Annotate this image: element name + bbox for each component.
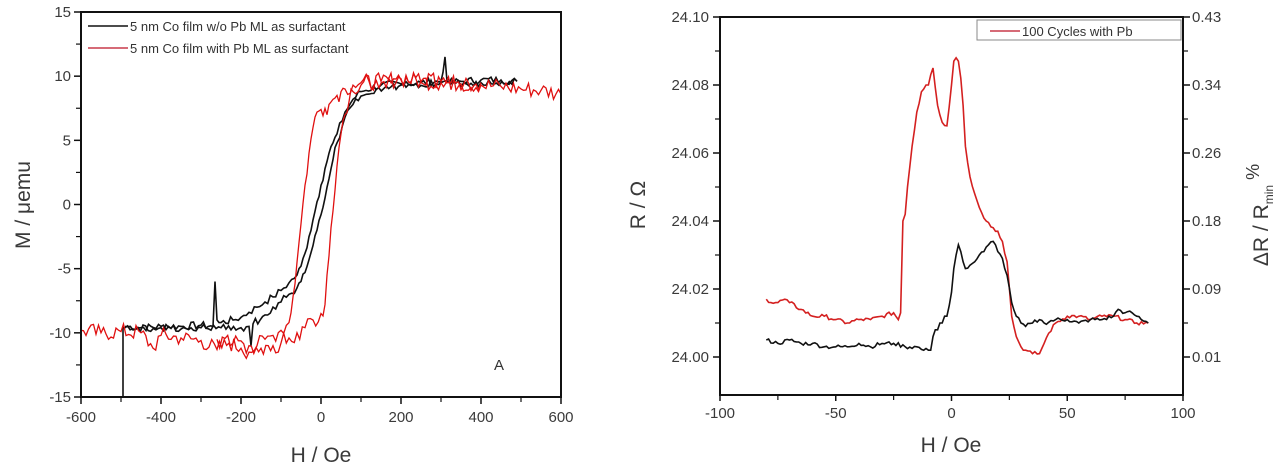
ratio-label: ΔR / R (1250, 204, 1273, 266)
right-x-axis-title: H / Oe (921, 434, 982, 457)
secondary-y-tick-label: 0.34 (1192, 77, 1221, 94)
secondary-y-tick-label: 0.01 (1192, 349, 1221, 366)
y-tick-label: 24.10 (671, 9, 709, 26)
left-legend: 5 nm Co film w/o Pb ML as surfactant 5 n… (88, 19, 349, 56)
secondary-y-tick-label: 0.43 (1192, 9, 1221, 26)
curve-without-pb (124, 56, 518, 333)
y-tick-label: 24.08 (671, 77, 709, 94)
x-tick-label: -600 (66, 409, 96, 426)
right-plot-frame (719, 16, 1184, 396)
y-tick-label: 24.00 (671, 349, 709, 366)
x-tick-label: 200 (388, 409, 413, 426)
x-tick-label: -200 (226, 409, 256, 426)
legend-label-with-pb: 5 nm Co film with Pb ML as surfactant (130, 41, 349, 56)
left-y-axis-title: M / μemu (12, 161, 35, 249)
ratio-subscript: min (1262, 185, 1276, 204)
x-tick-label: -50 (825, 405, 847, 422)
curve-without-pb (122, 77, 518, 397)
x-tick-label: 50 (1059, 405, 1076, 422)
curve-black (765, 240, 1149, 352)
y-tick-label: 10 (54, 68, 71, 85)
y-tick-label: 5 (63, 132, 71, 149)
svg-text:ΔR / Rmin%: ΔR / Rmin% (1243, 164, 1276, 266)
right-plot-curves (765, 56, 1149, 355)
y-tick-label: 15 (54, 4, 71, 21)
left-plot-frame (80, 11, 562, 398)
x-tick-label: -400 (146, 409, 176, 426)
legend-label-without-pb: 5 nm Co film w/o Pb ML as surfactant (130, 19, 346, 34)
panel-annotation-a: A (494, 357, 504, 374)
percent-sign: % (1243, 164, 1263, 180)
x-tick-label: 600 (548, 409, 573, 426)
left-plot-panel: -600 -400 -200 0 200 400 600 -15 -10 -5 0 5 10 15 5 n… (12, 4, 574, 467)
right-plot-panel: -100 -50 0 50 100 24.00 0.01 24.02 0.09 24.04 0.18… (627, 9, 1276, 457)
x-tick-label: 400 (468, 409, 493, 426)
secondary-y-tick-label: 0.18 (1192, 213, 1221, 230)
left-plot-curves (80, 56, 562, 397)
x-tick-label: 0 (317, 409, 325, 426)
y-tick-label: 24.04 (671, 213, 709, 230)
x-tick-label: 0 (947, 405, 955, 422)
right-secondary-y-axis-title: ΔR / Rmin% (1243, 164, 1276, 266)
curve-with-pb (80, 70, 562, 360)
secondary-y-tick-label: 0.09 (1192, 281, 1221, 298)
left-x-axis-title: H / Oe (291, 444, 352, 467)
legend-label-100-cycles: 100 Cycles with Pb (1022, 24, 1133, 39)
curve-100-cycles-with-pb (765, 56, 1149, 355)
y-tick-label: 24.06 (671, 145, 709, 162)
legend-box (976, 19, 1182, 41)
y-tick-label: -5 (58, 261, 71, 278)
y-tick-label: -15 (49, 389, 71, 406)
left-axis-ticks: -600 -400 -200 0 200 400 600 -15 -10 -5 0 5 10 15 (49, 4, 573, 426)
right-legend: 100 Cycles with Pb (976, 19, 1182, 41)
y-tick-label: 24.02 (671, 281, 709, 298)
curve-with-pb (216, 71, 482, 357)
y-tick-label: -10 (49, 325, 71, 342)
x-tick-label: 100 (1170, 405, 1195, 422)
x-tick-label: -100 (705, 405, 735, 422)
right-y-axis-title: R / Ω (627, 181, 650, 229)
y-tick-label: 0 (63, 197, 71, 214)
right-axis-ticks: -100 -50 0 50 100 24.00 0.01 24.02 0.09 24.04 0.18… (671, 9, 1221, 422)
secondary-y-tick-label: 0.26 (1192, 145, 1221, 162)
